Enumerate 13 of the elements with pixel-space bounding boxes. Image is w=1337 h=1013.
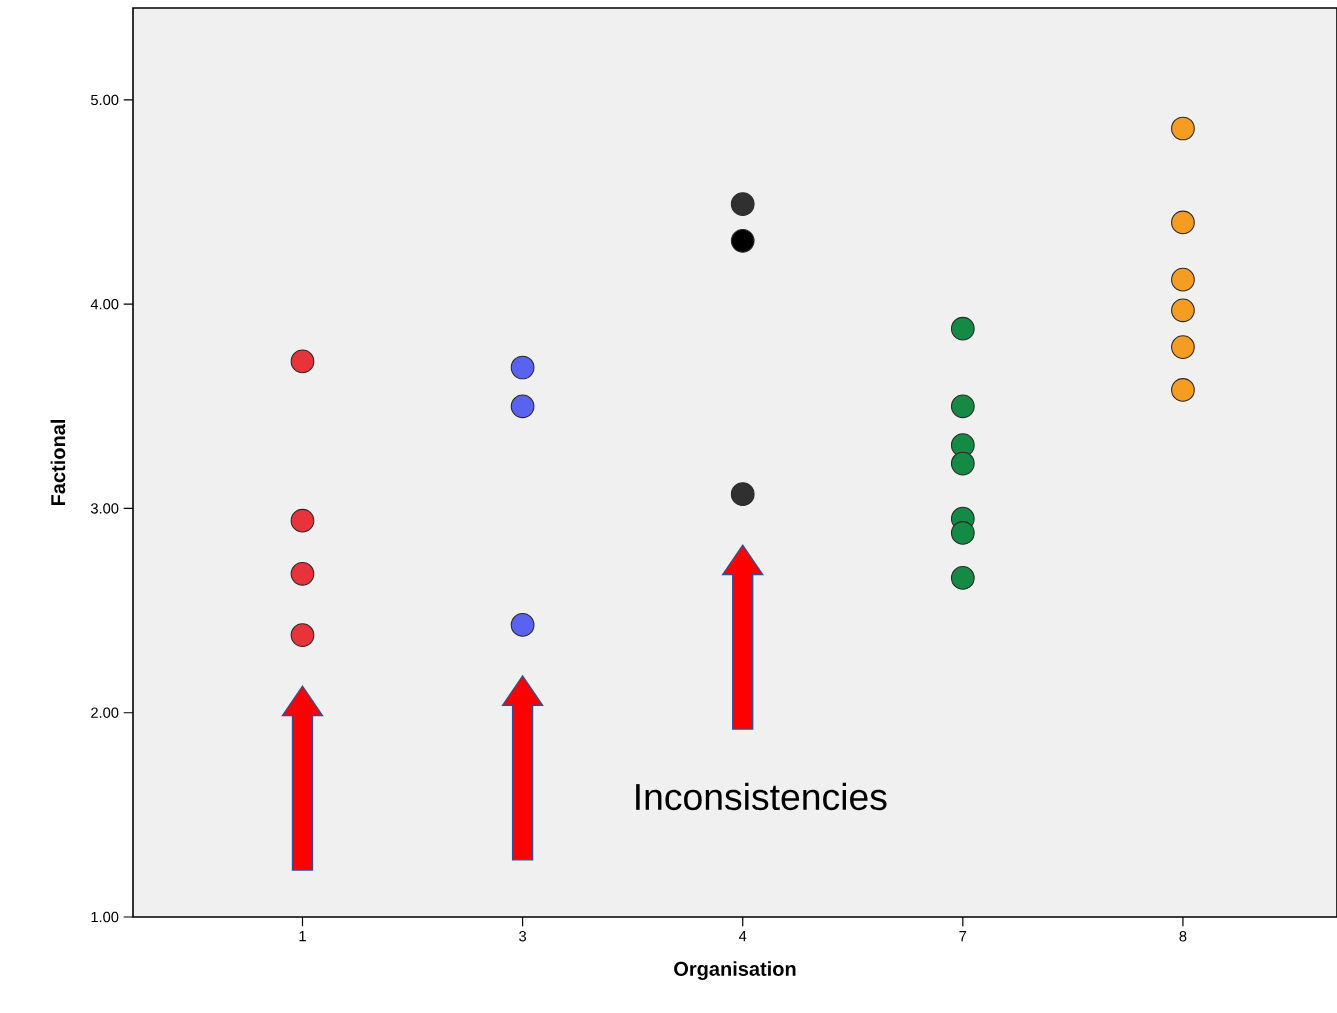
y-tick-label: 2.00 — [91, 707, 119, 718]
y-tick-label: 1.00 — [91, 911, 119, 923]
y-tick-label: 3.00 — [90, 503, 119, 514]
y-tick-label: 4.00 — [90, 299, 119, 310]
x-tick-label: 4 — [738, 931, 747, 942]
x-tick-label: 3 — [519, 931, 527, 942]
annotation: Inconsistencies — [636, 782, 887, 811]
y-axis-title: Factional — [50, 420, 66, 506]
y-tick-label: 5.00 — [91, 94, 119, 106]
x-tick-label: 8 — [1179, 931, 1187, 942]
x-tick-label: 1 — [299, 931, 306, 942]
x-tick-label: 7 — [959, 931, 967, 942]
x-axis-title: Organisation — [674, 961, 796, 980]
